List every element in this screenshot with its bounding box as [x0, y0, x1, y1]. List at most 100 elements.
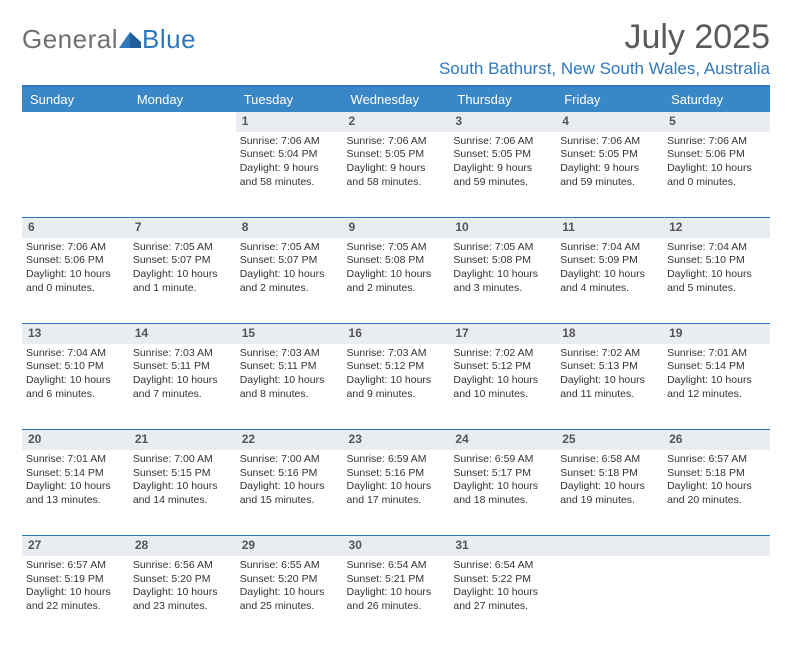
day-info-line: Daylight: 10 hours	[133, 374, 232, 388]
day-info-line: Daylight: 10 hours	[453, 480, 552, 494]
day-info-line: Daylight: 10 hours	[26, 374, 125, 388]
day-info-line: Sunrise: 7:05 AM	[347, 241, 446, 255]
weekday-header: Saturday	[663, 87, 770, 112]
day-number-cell: 8	[236, 218, 343, 238]
day-info-line: and 27 minutes.	[453, 600, 552, 614]
day-number-cell	[22, 112, 129, 132]
day-body-cell: Sunrise: 7:05 AMSunset: 5:08 PMDaylight:…	[449, 238, 556, 324]
day-info-line: Sunset: 5:11 PM	[240, 360, 339, 374]
day-info-line: and 6 minutes.	[26, 388, 125, 402]
day-body-cell: Sunrise: 7:05 AMSunset: 5:07 PMDaylight:…	[129, 238, 236, 324]
weekday-header: Wednesday	[343, 87, 450, 112]
day-info-line: Sunrise: 6:57 AM	[667, 453, 766, 467]
day-body-cell	[556, 556, 663, 642]
day-info-line: Sunrise: 7:00 AM	[240, 453, 339, 467]
day-number-cell: 6	[22, 218, 129, 238]
day-info-line: Sunset: 5:05 PM	[453, 148, 552, 162]
day-body-cell: Sunrise: 7:06 AMSunset: 5:04 PMDaylight:…	[236, 132, 343, 218]
day-body-cell	[663, 556, 770, 642]
calendar-table: SundayMondayTuesdayWednesdayThursdayFrid…	[22, 87, 770, 642]
day-body-cell: Sunrise: 6:59 AMSunset: 5:16 PMDaylight:…	[343, 450, 450, 536]
day-body-cell: Sunrise: 6:55 AMSunset: 5:20 PMDaylight:…	[236, 556, 343, 642]
day-info-line: and 4 minutes.	[560, 282, 659, 296]
day-info-line: Sunset: 5:10 PM	[667, 254, 766, 268]
day-info-line: Sunset: 5:15 PM	[133, 467, 232, 481]
day-info-line: Sunrise: 7:02 AM	[560, 347, 659, 361]
day-info-line: Daylight: 9 hours	[347, 162, 446, 176]
day-number-row: 6789101112	[22, 218, 770, 238]
day-number-cell: 29	[236, 536, 343, 556]
day-number-cell: 9	[343, 218, 450, 238]
day-info-line: Sunset: 5:08 PM	[453, 254, 552, 268]
day-info-line: Sunset: 5:22 PM	[453, 573, 552, 587]
day-info-line: and 12 minutes.	[667, 388, 766, 402]
day-info-line: Sunset: 5:14 PM	[667, 360, 766, 374]
day-info-line: and 5 minutes.	[667, 282, 766, 296]
day-info-line: Sunrise: 7:05 AM	[240, 241, 339, 255]
day-number-cell: 21	[129, 430, 236, 450]
day-info-line: Sunrise: 7:05 AM	[453, 241, 552, 255]
day-info-line: Sunset: 5:19 PM	[26, 573, 125, 587]
day-info-line: Daylight: 9 hours	[240, 162, 339, 176]
day-info-line: Daylight: 10 hours	[26, 480, 125, 494]
day-number-cell: 28	[129, 536, 236, 556]
day-number-cell	[556, 536, 663, 556]
day-info-line: Daylight: 10 hours	[240, 480, 339, 494]
day-info-line: and 9 minutes.	[347, 388, 446, 402]
day-info-line: Daylight: 10 hours	[453, 374, 552, 388]
day-number-cell: 2	[343, 112, 450, 132]
day-number-cell: 16	[343, 324, 450, 344]
day-info-line: and 0 minutes.	[26, 282, 125, 296]
day-info-line: Daylight: 10 hours	[347, 480, 446, 494]
day-info-line: and 0 minutes.	[667, 176, 766, 190]
day-body-cell: Sunrise: 7:05 AMSunset: 5:08 PMDaylight:…	[343, 238, 450, 324]
day-info-line: Daylight: 10 hours	[133, 268, 232, 282]
day-info-line: Daylight: 10 hours	[133, 586, 232, 600]
day-info-line: Sunrise: 6:54 AM	[347, 559, 446, 573]
day-body-cell: Sunrise: 6:54 AMSunset: 5:21 PMDaylight:…	[343, 556, 450, 642]
day-body-cell	[129, 132, 236, 218]
day-info-line: Sunrise: 7:00 AM	[133, 453, 232, 467]
day-body-cell: Sunrise: 7:06 AMSunset: 5:06 PMDaylight:…	[22, 238, 129, 324]
day-info-line: Sunrise: 6:54 AM	[453, 559, 552, 573]
day-info-line: Daylight: 9 hours	[560, 162, 659, 176]
day-info-line: and 17 minutes.	[347, 494, 446, 508]
day-info-line: and 1 minute.	[133, 282, 232, 296]
day-info-line: Daylight: 10 hours	[240, 268, 339, 282]
day-info-line: Sunset: 5:04 PM	[240, 148, 339, 162]
day-number-row: 2728293031	[22, 536, 770, 556]
day-info-line: Sunrise: 7:03 AM	[133, 347, 232, 361]
day-info-line: Sunrise: 7:05 AM	[133, 241, 232, 255]
day-info-line: and 13 minutes.	[26, 494, 125, 508]
day-number-cell: 3	[449, 112, 556, 132]
brand-text-2: Blue	[142, 24, 196, 55]
day-info-line: Sunrise: 7:06 AM	[453, 135, 552, 149]
day-info-line: and 58 minutes.	[240, 176, 339, 190]
day-body-cell	[22, 132, 129, 218]
day-info-line: Sunrise: 7:03 AM	[347, 347, 446, 361]
day-info-line: Sunset: 5:09 PM	[560, 254, 659, 268]
day-number-cell: 17	[449, 324, 556, 344]
day-body-row: Sunrise: 7:06 AMSunset: 5:06 PMDaylight:…	[22, 238, 770, 324]
day-number-row: 13141516171819	[22, 324, 770, 344]
day-body-cell: Sunrise: 7:00 AMSunset: 5:15 PMDaylight:…	[129, 450, 236, 536]
day-info-line: Sunrise: 7:03 AM	[240, 347, 339, 361]
day-info-line: Daylight: 10 hours	[453, 268, 552, 282]
day-info-line: Daylight: 10 hours	[240, 374, 339, 388]
day-info-line: Daylight: 10 hours	[26, 586, 125, 600]
day-body-cell: Sunrise: 7:05 AMSunset: 5:07 PMDaylight:…	[236, 238, 343, 324]
day-number-row: 20212223242526	[22, 430, 770, 450]
day-info-line: Sunset: 5:05 PM	[347, 148, 446, 162]
day-info-line: Daylight: 10 hours	[347, 374, 446, 388]
day-number-cell: 23	[343, 430, 450, 450]
day-info-line: Sunrise: 7:01 AM	[667, 347, 766, 361]
day-info-line: and 8 minutes.	[240, 388, 339, 402]
location-subtitle: South Bathurst, New South Wales, Austral…	[439, 59, 770, 79]
day-body-cell: Sunrise: 6:57 AMSunset: 5:19 PMDaylight:…	[22, 556, 129, 642]
weekday-header-row: SundayMondayTuesdayWednesdayThursdayFrid…	[22, 87, 770, 112]
day-info-line: Sunset: 5:20 PM	[240, 573, 339, 587]
day-info-line: Sunset: 5:17 PM	[453, 467, 552, 481]
day-info-line: Daylight: 10 hours	[347, 268, 446, 282]
day-info-line: Daylight: 10 hours	[560, 374, 659, 388]
day-body-cell: Sunrise: 7:03 AMSunset: 5:11 PMDaylight:…	[129, 344, 236, 430]
